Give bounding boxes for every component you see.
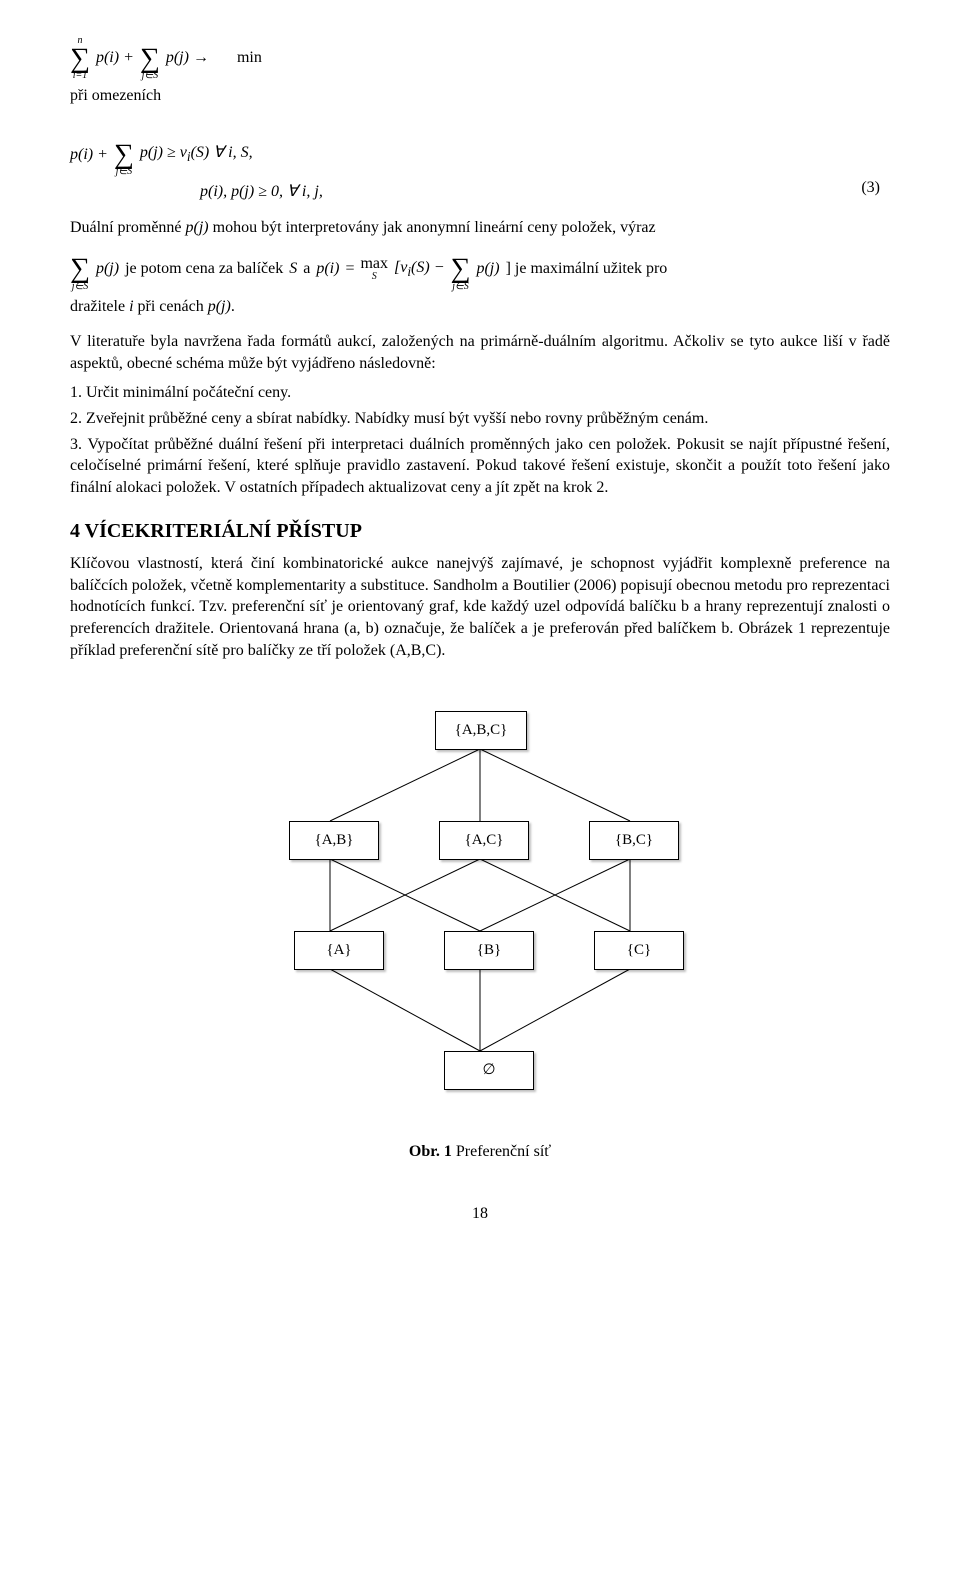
- def2-pj: p(j): [208, 298, 231, 315]
- def-max-sub: S: [360, 272, 388, 282]
- node-empty: ∅: [444, 1051, 534, 1089]
- paragraph-multicriteria: Klíčovou vlastností, která činí kombinat…: [70, 553, 890, 661]
- constraint-1: p(i) + ∑j∈S p(j) ≥ vi(S) ∀ i, S, (3): [70, 110, 890, 177]
- node-b: {B}: [444, 931, 534, 969]
- min-label: min: [237, 47, 262, 69]
- def-txt4: ] je maximální užitek pro: [506, 258, 668, 280]
- c1-vi-S: (S) ∀ i, S,: [191, 144, 253, 161]
- section-4-heading: 4 VÍCEKRITERIÁLNÍ PŘÍSTUP: [70, 518, 890, 545]
- c1-pj-geq: p(j) ≥ v: [140, 144, 187, 161]
- term-pj: p(j) →: [166, 47, 209, 69]
- def-S: S: [289, 258, 297, 280]
- c2-text: p(i), p(j) ≥ 0, ∀ i, j,: [200, 183, 323, 200]
- caption-text: Preferenční síť: [452, 1143, 551, 1160]
- edge-top-bc: [480, 749, 630, 821]
- def-pj: p(j): [96, 258, 119, 280]
- edge-c-empty: [480, 969, 630, 1051]
- page-number: 18: [70, 1203, 890, 1225]
- def-max: max: [360, 256, 388, 272]
- inline-definition-line2: dražitele i při cenách p(j).: [70, 296, 890, 318]
- caption-bold: Obr. 1: [409, 1143, 452, 1160]
- def2-b: při cenách: [134, 298, 208, 315]
- step-1: Určit minimální počáteční ceny.: [70, 382, 890, 404]
- paragraph-dual-interpretation: Duální proměnné p(j) mohou být interpret…: [70, 217, 890, 239]
- paragraph-literature: V literatuře byla navržena řada formátů …: [70, 331, 890, 374]
- def-eq: =: [345, 258, 354, 280]
- step-3: Vypočítat průběžné duální řešení při int…: [70, 434, 890, 499]
- c1-sum-sub: j∈S: [114, 167, 134, 177]
- def-txt1: je potom cena za balíček: [125, 258, 283, 280]
- inline-definition: ∑j∈S p(j) je potom cena za balíček S a p…: [70, 246, 890, 291]
- objective-function: n∑i=1 p(i) + ∑j∈S p(j) → min: [70, 14, 890, 81]
- edge-top-ab: [330, 749, 480, 821]
- def2-c: .: [231, 298, 235, 315]
- preference-network-diagram: {A,B,C} {A,B} {A,C} {B,C} {A} {B} {C} ∅: [230, 691, 730, 1131]
- node-c: {C}: [594, 931, 684, 969]
- sum-lower-i: i=1: [70, 71, 90, 81]
- def-txt2: a: [303, 258, 310, 280]
- edge-a-empty: [330, 969, 480, 1051]
- p1-a: Duální proměnné: [70, 219, 186, 236]
- def-sum1-sub: j∈S: [70, 282, 90, 292]
- constraints-label: při omezeních: [70, 85, 890, 107]
- constraint-2: p(i), p(j) ≥ 0, ∀ i, j,: [200, 181, 890, 203]
- figure-caption: Obr. 1 Preferenční síť: [70, 1141, 890, 1163]
- term-pi: p(i) +: [96, 47, 134, 69]
- node-top: {A,B,C}: [435, 711, 527, 749]
- def2-a: dražitele: [70, 298, 129, 315]
- node-ac: {A,C}: [439, 821, 529, 859]
- step-2: Zveřejnit průběžné ceny a sbírat nabídky…: [70, 408, 890, 430]
- algorithm-steps: Určit minimální počáteční ceny. Zveřejni…: [70, 382, 890, 498]
- node-a: {A}: [294, 931, 384, 969]
- def-bracket: [v: [394, 259, 407, 276]
- c1-pi: p(i) +: [70, 144, 108, 166]
- sum-lower-js: j∈S: [140, 71, 160, 81]
- def-sum2-sub: j∈S: [451, 282, 471, 292]
- p1-pj: p(j): [186, 219, 209, 236]
- node-ab: {A,B}: [289, 821, 379, 859]
- def-vS: (S) −: [411, 259, 444, 276]
- p1-b: mohou být interpretovány jak anonymní li…: [209, 219, 656, 236]
- def-pi: p(i): [316, 258, 339, 280]
- node-bc: {B,C}: [589, 821, 679, 859]
- def-pj2: p(j): [476, 258, 499, 280]
- equation-number-3: (3): [861, 177, 880, 199]
